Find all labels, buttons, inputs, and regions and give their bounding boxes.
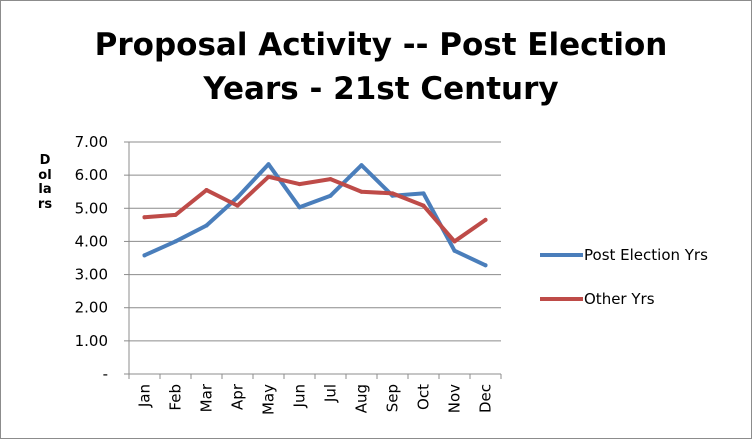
y-tick-label: 1.00 bbox=[75, 332, 108, 350]
y-axis-label: Dollars bbox=[37, 153, 53, 212]
x-tick-label: Nov bbox=[446, 384, 464, 413]
data-point bbox=[359, 163, 364, 168]
x-tick-label: Jan bbox=[136, 384, 154, 408]
x-tick-label: May bbox=[260, 384, 278, 415]
data-point bbox=[173, 239, 178, 244]
chart-title: Proposal Activity -- Post Election Years… bbox=[94, 27, 668, 107]
data-point bbox=[328, 177, 333, 182]
x-tick-label: Oct bbox=[415, 384, 433, 410]
y-tick-label: 5.00 bbox=[75, 199, 108, 217]
y-tick-label: 2.00 bbox=[75, 299, 108, 317]
data-point bbox=[297, 182, 302, 187]
y-tick-label: 4.00 bbox=[75, 232, 108, 250]
data-point bbox=[421, 203, 426, 208]
x-tick-label: Apr bbox=[229, 383, 247, 410]
data-point bbox=[235, 203, 240, 208]
data-point bbox=[359, 189, 364, 194]
x-tick-label: Aug bbox=[353, 384, 371, 413]
x-tick-label: Sep bbox=[384, 384, 402, 412]
y-tick-label: - bbox=[103, 365, 108, 383]
y-tick-label: 7.00 bbox=[75, 133, 108, 151]
legend-label: Post Election Yrs bbox=[584, 246, 708, 264]
legend-swatch bbox=[540, 297, 583, 301]
data-point bbox=[452, 248, 457, 253]
data-point bbox=[483, 263, 488, 268]
legend-label: Other Yrs bbox=[584, 290, 655, 308]
data-point bbox=[297, 205, 302, 210]
x-tick-label: Feb bbox=[167, 384, 185, 411]
data-point bbox=[328, 193, 333, 198]
data-point bbox=[483, 217, 488, 222]
data-point bbox=[421, 191, 426, 196]
series-line bbox=[142, 174, 488, 244]
x-tick-label: Mar bbox=[198, 383, 216, 412]
y-tick-label: 3.00 bbox=[75, 266, 108, 284]
data-point bbox=[235, 195, 240, 200]
data-point bbox=[173, 212, 178, 217]
x-tick-label: Jun bbox=[291, 384, 309, 408]
series-line bbox=[142, 162, 488, 268]
data-point bbox=[204, 223, 209, 228]
x-tick-label: Jul bbox=[322, 384, 340, 403]
data-point bbox=[390, 191, 395, 196]
data-point bbox=[142, 253, 147, 258]
legend-swatch bbox=[540, 253, 583, 257]
data-point bbox=[266, 162, 271, 167]
y-tick-label: 6.00 bbox=[75, 166, 108, 184]
x-tick-label: Dec bbox=[477, 384, 495, 413]
data-point bbox=[142, 215, 147, 220]
data-point bbox=[266, 174, 271, 179]
data-point bbox=[452, 239, 457, 244]
data-point bbox=[204, 188, 209, 193]
